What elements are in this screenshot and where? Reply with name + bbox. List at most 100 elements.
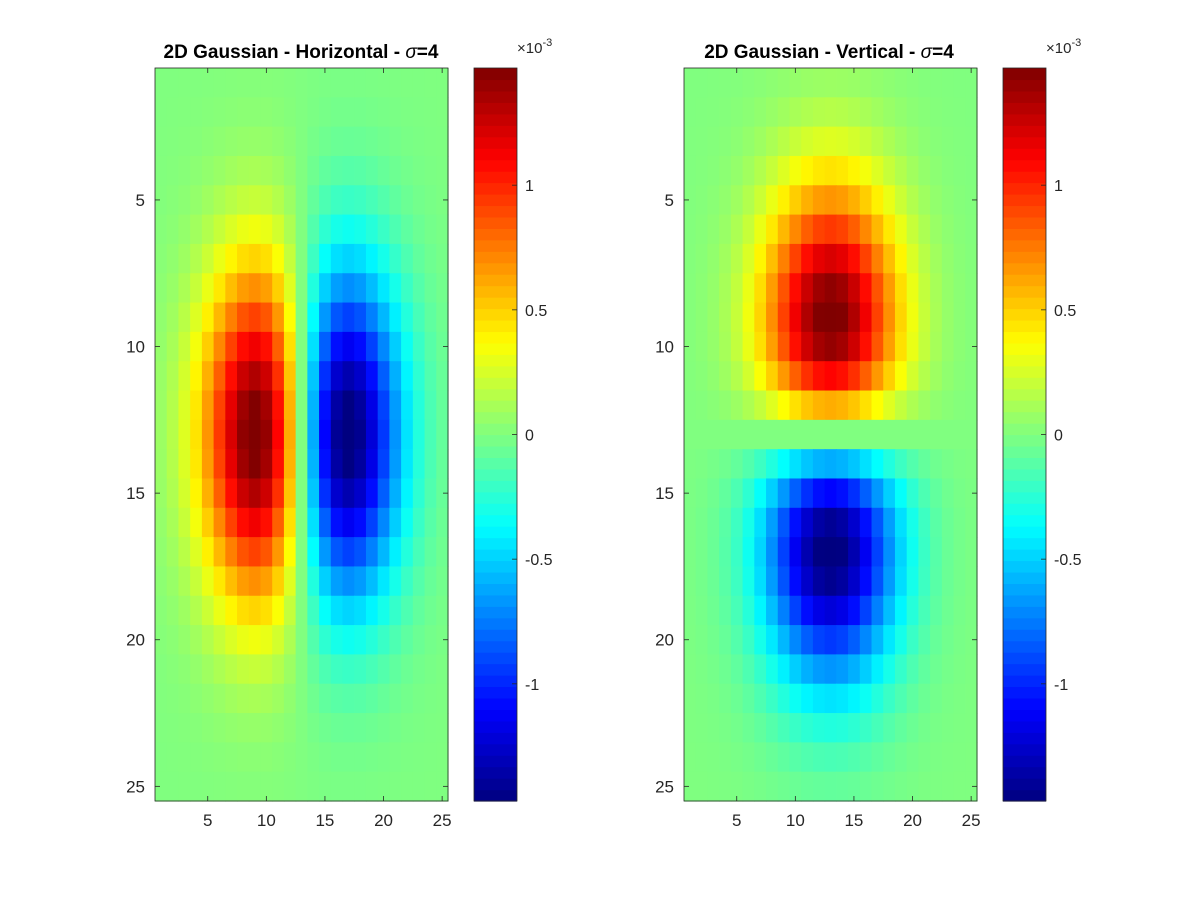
heatmap-cell	[272, 214, 285, 245]
colorbar-segment	[1003, 205, 1046, 218]
heatmap-cell	[894, 331, 908, 362]
heatmap-cell	[248, 214, 262, 245]
heatmap-cell	[777, 625, 791, 655]
heatmap-cell	[859, 742, 873, 773]
colorbar-segment	[1003, 697, 1046, 710]
heatmap-cell	[283, 68, 297, 98]
heatmap-cell	[766, 713, 779, 743]
heatmap-cell	[848, 361, 861, 392]
y-tick-label: 10	[126, 338, 145, 357]
heatmap-cell	[730, 566, 744, 597]
heatmap-cell	[178, 68, 191, 98]
heatmap-cell	[789, 713, 802, 743]
heatmap-cell	[824, 302, 837, 333]
heatmap-cell	[894, 449, 908, 480]
heatmap-cell	[424, 478, 437, 509]
heatmap-cell	[918, 185, 931, 216]
heatmap-cell	[190, 302, 203, 333]
heatmap-cell	[906, 214, 919, 245]
heatmap-cell	[155, 273, 168, 304]
colorbar-segment	[474, 423, 517, 436]
colorbar-segment	[1003, 778, 1046, 791]
heatmap-cell	[754, 771, 767, 802]
heatmap-cell	[412, 97, 426, 128]
heatmap-cell	[801, 97, 814, 128]
heatmap-cell	[354, 478, 367, 509]
heatmap-cell	[424, 155, 437, 186]
heatmap-cell	[684, 302, 697, 333]
heatmap-cell	[801, 683, 814, 714]
heatmap-cell	[906, 361, 919, 392]
heatmap-cell	[777, 97, 791, 128]
heatmap-cell	[894, 273, 908, 304]
heatmap-cell	[859, 771, 873, 802]
heatmap-cell	[953, 507, 966, 538]
heatmap-cell	[365, 742, 379, 773]
colorbar-segment	[474, 526, 517, 539]
heatmap-cell	[248, 155, 262, 186]
heatmap-cell	[377, 683, 390, 714]
heatmap-cell	[707, 478, 720, 509]
heatmap-cell	[953, 478, 966, 509]
heatmap-cell	[248, 713, 262, 743]
heatmap-cell	[695, 449, 709, 480]
heatmap-cell	[178, 155, 191, 186]
heatmap-cell	[965, 625, 978, 655]
heatmap-cell	[213, 97, 226, 128]
heatmap-cell	[166, 742, 180, 773]
heatmap-cell	[742, 331, 755, 362]
heatmap-cell	[190, 507, 203, 538]
heatmap-cell	[894, 419, 908, 450]
heatmap-cell	[883, 595, 896, 626]
heatmap-cell	[801, 449, 814, 480]
heatmap-cell	[707, 155, 720, 186]
heatmap-cell	[354, 390, 367, 421]
heatmap-cell	[953, 185, 966, 216]
heatmap-cell	[377, 507, 390, 538]
heatmap-cell	[941, 478, 955, 509]
heatmap-cell	[412, 361, 426, 392]
colorbar-segment	[1003, 90, 1046, 103]
heatmap-cell	[777, 683, 791, 714]
heatmap-cell	[248, 683, 262, 714]
heatmap-cell	[965, 713, 978, 743]
colorbar-segment	[474, 594, 517, 607]
heatmap-cell	[742, 683, 755, 714]
heatmap-cell	[918, 302, 931, 333]
heatmap-cell	[166, 713, 180, 743]
heatmap-cell	[824, 507, 837, 538]
heatmap-cell	[848, 243, 861, 274]
x-tick-label: 15	[315, 811, 334, 830]
heatmap-cell	[719, 713, 732, 743]
heatmap-cell	[319, 478, 332, 509]
heatmap-cell	[953, 214, 966, 245]
heatmap-cell	[354, 361, 367, 392]
heatmap-cell	[225, 273, 238, 304]
heatmap-cell	[801, 507, 814, 538]
colorbar-segment	[474, 583, 517, 596]
heatmap-cell	[295, 273, 308, 304]
heatmap-cell	[965, 331, 978, 362]
heatmap-cell	[248, 68, 262, 98]
heatmap-cell	[953, 390, 966, 421]
heatmap-cell	[213, 361, 226, 392]
colorbar-segment	[1003, 285, 1046, 298]
heatmap-cell	[412, 771, 426, 802]
y-tick-label: 25	[655, 777, 674, 796]
heatmap-cell	[684, 771, 697, 802]
heatmap-cell	[953, 654, 966, 685]
heatmap-cell	[201, 478, 215, 509]
heatmap-cell	[237, 713, 250, 743]
heatmap-cell	[941, 654, 955, 685]
heatmap-cell	[812, 771, 826, 802]
heatmap-cell	[213, 302, 226, 333]
heatmap-cell	[436, 97, 449, 128]
heatmap-cell	[859, 390, 873, 421]
heatmap-cell	[319, 390, 332, 421]
heatmap-cell	[859, 273, 873, 304]
heatmap-cell	[307, 449, 320, 480]
heatmap-cell	[201, 302, 215, 333]
heatmap-cell	[742, 126, 755, 157]
colorbar-segment	[1003, 606, 1046, 619]
heatmap-cell	[342, 273, 355, 304]
